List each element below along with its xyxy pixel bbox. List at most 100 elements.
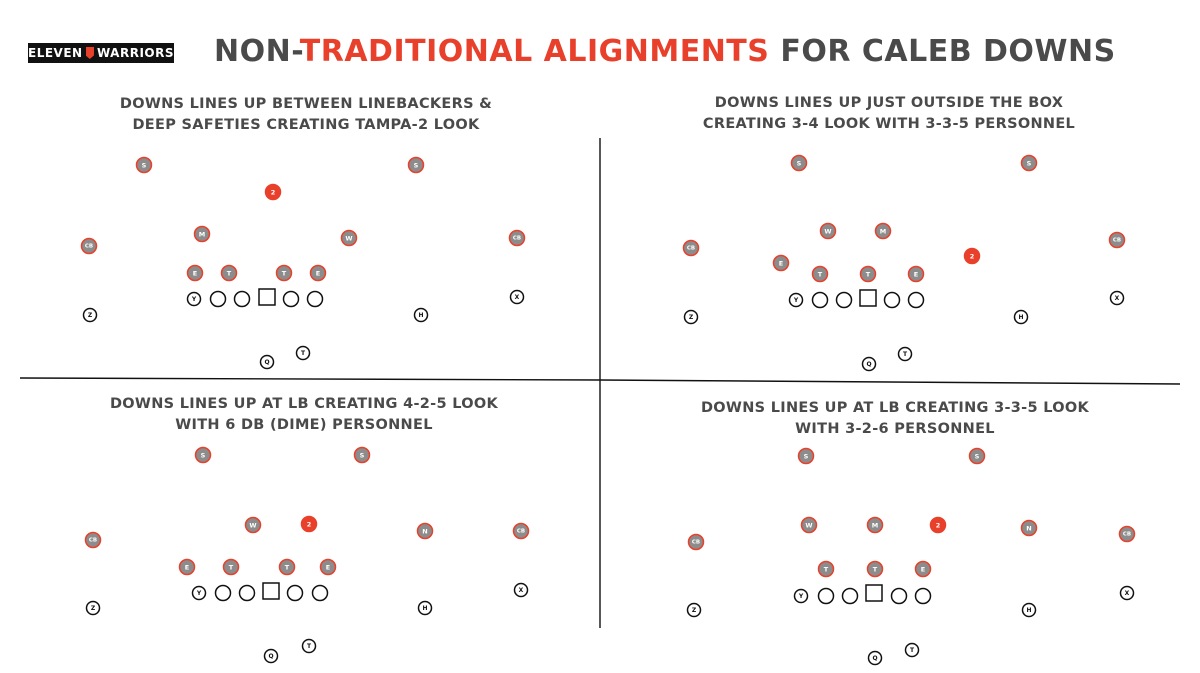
offense-player-marker: X — [1119, 585, 1135, 601]
offense-player-marker: Y — [793, 588, 809, 604]
caleb-downs-marker: 2 — [300, 515, 318, 533]
offense-player-marker — [907, 291, 925, 309]
defender-marker: E — [914, 560, 932, 578]
defender-marker: W — [244, 516, 262, 534]
defender-marker: E — [178, 558, 196, 576]
defender-label: S — [142, 162, 147, 170]
defender-label: S — [804, 453, 809, 461]
offense-label: X — [1125, 590, 1130, 597]
offense-player-marker: Y — [788, 292, 804, 308]
caleb-downs-marker: 2 — [963, 247, 981, 265]
logo-text-left: ELEVEN — [28, 46, 83, 60]
defender-label: CB — [513, 236, 521, 242]
offense-player-marker — [238, 584, 256, 602]
defender-label: CB — [1113, 238, 1121, 244]
offense-player-marker: T — [904, 642, 920, 658]
offense-player-marker — [883, 291, 901, 309]
offense-label: Y — [191, 296, 197, 303]
offense-label: Q — [872, 655, 877, 662]
offense-label: T — [307, 643, 312, 650]
offense-player-marker — [811, 291, 829, 309]
offense-player-marker: H — [417, 600, 433, 616]
defender-label: S — [797, 160, 802, 168]
defender-marker: E — [319, 558, 337, 576]
defender-label: 2 — [970, 253, 975, 261]
offense-player-marker: Q — [861, 356, 877, 372]
offense-player-marker: T — [301, 638, 317, 654]
title-pre: NON- — [214, 34, 300, 69]
eleven-warriors-logo: ELEVEN WARRIORS — [28, 43, 174, 63]
defender-marker: CB — [687, 533, 705, 551]
offense-label: H — [418, 312, 423, 319]
defender-marker: CB — [80, 237, 98, 255]
offense-player-marker: X — [1109, 290, 1125, 306]
offense-player-marker: Z — [686, 602, 702, 618]
offense-player-marker — [835, 291, 853, 309]
panel-title-line: DOWNS LINES UP BETWEEN LINEBACKERS & — [120, 96, 492, 112]
offense-label: Q — [264, 359, 269, 366]
offense-player-marker — [914, 587, 932, 605]
defender-marker: CB — [512, 522, 530, 540]
defender-label: E — [185, 564, 189, 572]
defender-label: S — [414, 162, 419, 170]
offense-player-marker: H — [1013, 309, 1029, 325]
defender-label: T — [229, 564, 234, 572]
center-marker — [258, 288, 276, 306]
center-marker — [865, 584, 883, 602]
offense-label: T — [903, 351, 908, 358]
defender-marker: T — [278, 558, 296, 576]
defender-label: M — [872, 522, 878, 530]
defender-marker: S — [194, 446, 212, 464]
offense-player-marker — [214, 584, 232, 602]
defender-label: 2 — [307, 521, 312, 529]
offense-player-marker: H — [1021, 602, 1037, 618]
defender-label: N — [422, 528, 427, 536]
formation-panel-3: DOWNS LINES UP AT LB CREATING 4-2-5 LOOK… — [84, 396, 530, 664]
defender-marker: N — [1020, 519, 1038, 537]
offense-label: Z — [88, 312, 93, 319]
defender-marker: E — [309, 264, 327, 282]
offense-label: Y — [793, 297, 799, 304]
panel-title-line: DOWNS LINES UP AT LB CREATING 3-3-5 LOOK — [701, 400, 1090, 416]
defender-label: E — [316, 270, 320, 278]
defender-label: T — [282, 270, 287, 278]
defender-marker: W — [819, 222, 837, 240]
defender-label: E — [914, 271, 918, 279]
defender-marker: W — [800, 516, 818, 534]
defender-label: W — [805, 522, 812, 530]
offense-label: X — [515, 294, 520, 301]
defender-marker: S — [353, 446, 371, 464]
defender-label: E — [326, 564, 330, 572]
offense-label: Q — [268, 653, 273, 660]
defender-marker: T — [220, 264, 238, 282]
defender-marker: M — [874, 222, 892, 240]
offense-label: H — [422, 605, 427, 612]
horizontal-divider-right — [599, 379, 1181, 385]
defender-marker: CB — [1108, 231, 1126, 249]
defender-label: W — [824, 228, 831, 236]
defender-label: T — [285, 564, 290, 572]
defender-marker: T — [811, 265, 829, 283]
offense-label: X — [1115, 295, 1120, 302]
center-marker — [262, 582, 280, 600]
defender-label: T — [818, 271, 823, 279]
defender-marker: CB — [84, 531, 102, 549]
defender-label: CB — [517, 529, 525, 535]
defender-marker: T — [275, 264, 293, 282]
offense-player-marker: Y — [191, 585, 207, 601]
caleb-downs-marker: 2 — [929, 516, 947, 534]
offense-player-marker — [841, 587, 859, 605]
defender-marker: S — [1020, 154, 1038, 172]
offense-label: Y — [798, 593, 804, 600]
defender-label: CB — [692, 540, 700, 546]
defender-label: M — [880, 228, 886, 236]
title-post: FOR CALEB DOWNS — [769, 34, 1116, 69]
defender-label: 2 — [936, 522, 941, 530]
panel-title-line: WITH 6 DB (DIME) PERSONNEL — [175, 417, 433, 433]
offense-player-marker: T — [897, 346, 913, 362]
defender-label: 2 — [271, 189, 276, 197]
defender-marker: M — [866, 516, 884, 534]
defender-label: CB — [1123, 532, 1131, 538]
offense-label: X — [519, 587, 524, 594]
defender-label: S — [360, 452, 365, 460]
